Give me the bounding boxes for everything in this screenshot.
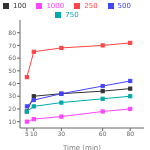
svg-text:10: 10 bbox=[30, 130, 38, 137]
html-text:1000: 1000 bbox=[46, 2, 65, 10]
svg-text:Time (min): Time (min) bbox=[62, 144, 101, 150]
svg-text:70: 70 bbox=[8, 42, 16, 49]
svg-text:30: 30 bbox=[8, 92, 16, 99]
html-text:100: 100 bbox=[13, 2, 27, 10]
svg-text:30: 30 bbox=[58, 130, 66, 137]
svg-text:50: 50 bbox=[8, 67, 16, 74]
svg-text:10: 10 bbox=[8, 118, 16, 125]
html-text:500: 500 bbox=[117, 2, 131, 10]
html-text:250: 250 bbox=[84, 2, 98, 10]
html-text:750: 750 bbox=[65, 11, 79, 19]
svg-text:20: 20 bbox=[8, 105, 16, 112]
svg-text:5: 5 bbox=[25, 130, 29, 137]
svg-text:40: 40 bbox=[8, 80, 16, 87]
svg-text:80: 80 bbox=[8, 29, 16, 36]
svg-text:80: 80 bbox=[126, 130, 134, 137]
svg-text:60: 60 bbox=[8, 54, 16, 61]
svg-text:60: 60 bbox=[99, 130, 107, 137]
